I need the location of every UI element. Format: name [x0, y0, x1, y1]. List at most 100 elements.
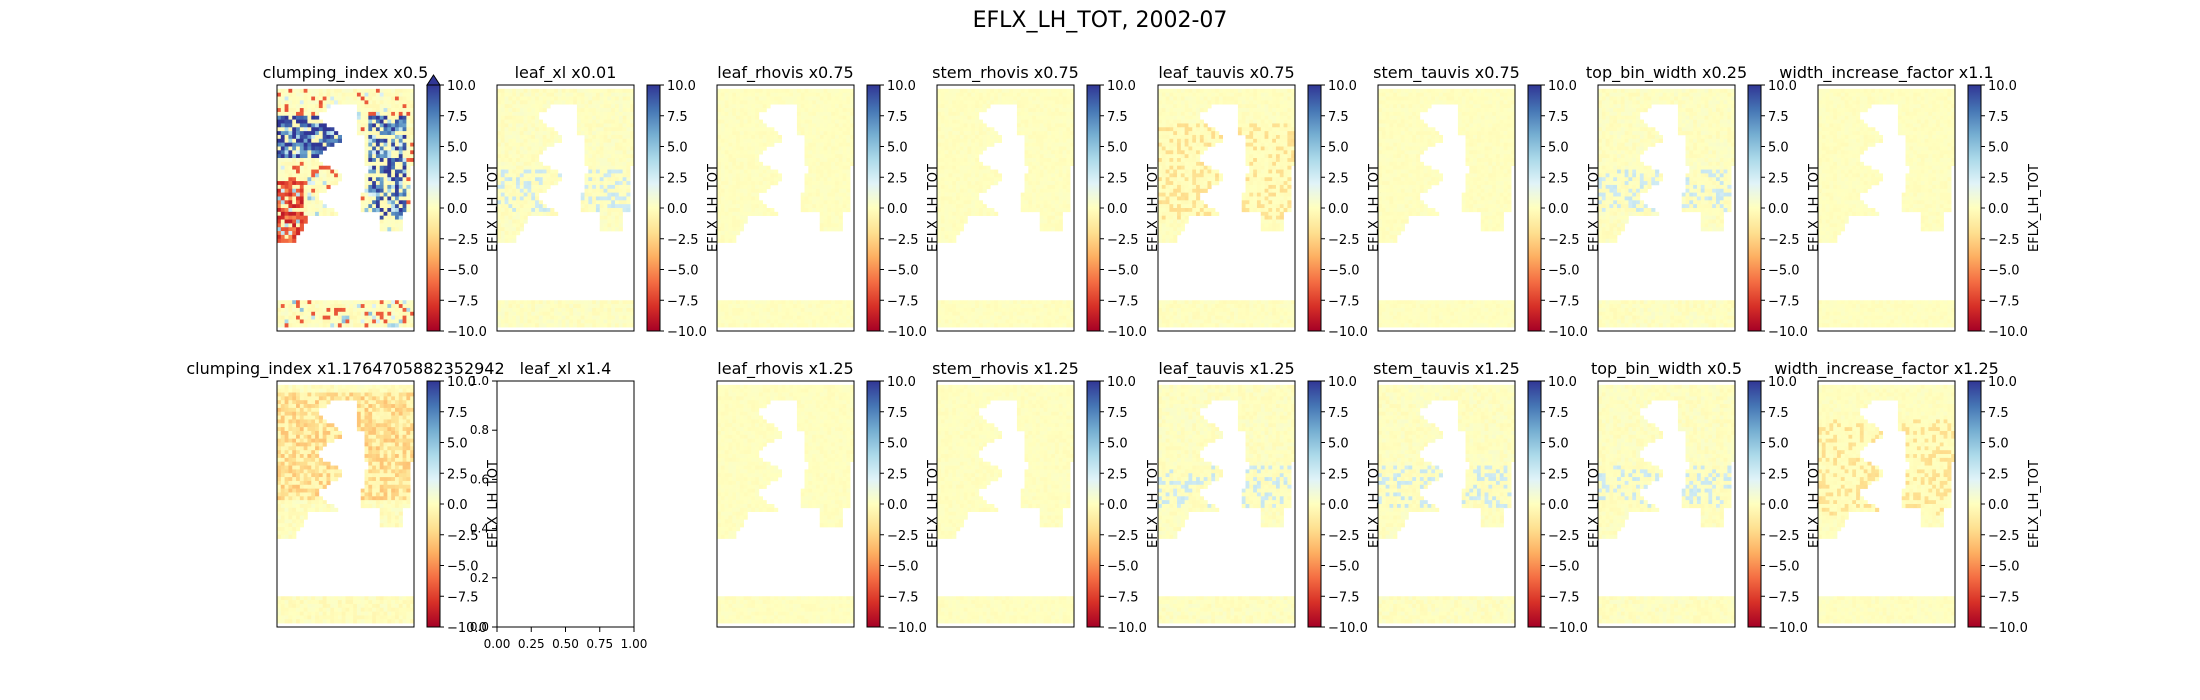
- map-cell: [330, 92, 335, 97]
- map-cell: [519, 142, 524, 147]
- map-cell: [516, 231, 521, 236]
- map-cell: [406, 307, 411, 313]
- map-cell: [531, 161, 536, 167]
- map-cell: [527, 208, 532, 213]
- map-cell: [542, 88, 547, 93]
- map-cell: [497, 154, 502, 159]
- map-cell: [815, 142, 821, 147]
- map-cell: [1035, 181, 1041, 186]
- map-cell: [292, 115, 297, 120]
- map-cell: [531, 92, 536, 97]
- map-cell: [831, 323, 836, 328]
- map-cell: [747, 181, 752, 186]
- map-cell: [364, 161, 369, 167]
- map-cell: [766, 134, 771, 140]
- map-cell: [800, 123, 805, 128]
- map-cell: [307, 300, 312, 305]
- map-cell: [311, 100, 316, 105]
- map-cell: [504, 231, 509, 236]
- map-cell: [500, 208, 505, 213]
- map-cell: [827, 131, 832, 136]
- map-cell: [959, 177, 964, 182]
- map-cell: [280, 161, 285, 167]
- map-cell: [349, 311, 354, 316]
- map-cell: [739, 154, 744, 159]
- map-cell: [326, 96, 331, 101]
- map-cell: [299, 146, 304, 151]
- map-cell: [1032, 319, 1037, 324]
- map-cell: [975, 131, 980, 136]
- map-cell: [360, 88, 365, 93]
- map-cell: [975, 119, 980, 124]
- map-cell: [299, 127, 304, 132]
- map-cell: [804, 100, 809, 105]
- map-cell: [948, 307, 953, 313]
- map-cell: [720, 138, 725, 143]
- map-cell: [793, 96, 798, 101]
- map-cell: [292, 234, 297, 240]
- map-cell: [284, 231, 289, 236]
- map-cell: [717, 196, 722, 201]
- map-cell: [720, 215, 725, 220]
- map-cell: [944, 211, 949, 216]
- map-cell: [1035, 92, 1041, 97]
- map-cell: [398, 169, 403, 174]
- map-cell: [603, 108, 608, 113]
- map-cell: [288, 161, 293, 167]
- map-cell: [318, 165, 323, 170]
- map-cell: [588, 100, 593, 105]
- map-cell: [322, 108, 327, 113]
- map-cell: [736, 150, 741, 155]
- map-cell: [971, 158, 976, 163]
- map-cell: [831, 142, 836, 147]
- map-cell: [994, 92, 999, 97]
- map-cell: [1058, 150, 1063, 155]
- map-cell: [956, 123, 961, 128]
- map-cell: [758, 181, 763, 186]
- map-cell: [815, 150, 821, 155]
- map-cell: [410, 88, 415, 93]
- map-cell: [614, 123, 620, 128]
- map-cell: [307, 211, 312, 216]
- map-cell: [565, 304, 570, 309]
- map-cell: [739, 96, 744, 101]
- map-cell: [937, 315, 942, 320]
- map-cell: [1035, 134, 1041, 140]
- map-cell: [508, 192, 513, 197]
- map-cell: [383, 173, 388, 178]
- map-cell: [277, 196, 282, 201]
- map-cell: [394, 315, 400, 320]
- map-cell: [990, 211, 995, 216]
- map-cell: [497, 196, 502, 201]
- map-cell: [527, 200, 532, 205]
- colorbar-tick-label: 10.0: [447, 79, 476, 94]
- map-cell: [372, 92, 377, 97]
- map-cell: [307, 123, 312, 128]
- map-cell: [940, 146, 945, 151]
- map-cell: [307, 131, 312, 136]
- map-cell: [504, 173, 509, 178]
- map-cell: [732, 219, 737, 224]
- map-cell: [288, 311, 293, 316]
- map-cell: [299, 96, 304, 101]
- map-cell: [1058, 142, 1063, 147]
- map-cell: [303, 184, 308, 190]
- map-cell: [815, 307, 821, 313]
- map-cell: [751, 177, 756, 182]
- map-cell: [762, 204, 767, 209]
- map-cell: [842, 200, 847, 205]
- map-cell: [717, 88, 722, 93]
- map-cell: [527, 134, 532, 140]
- map-cell: [747, 111, 752, 117]
- map-cell: [523, 181, 528, 186]
- map-cell: [277, 104, 282, 109]
- map-cell: [364, 200, 369, 205]
- map-cell: [500, 307, 505, 313]
- map-cell: [831, 300, 836, 305]
- map-cell: [937, 200, 942, 205]
- map-cell: [971, 311, 976, 316]
- map-cell: [592, 131, 597, 136]
- map-cell: [599, 188, 604, 193]
- map-cell: [607, 173, 612, 178]
- map-cell: [724, 169, 729, 174]
